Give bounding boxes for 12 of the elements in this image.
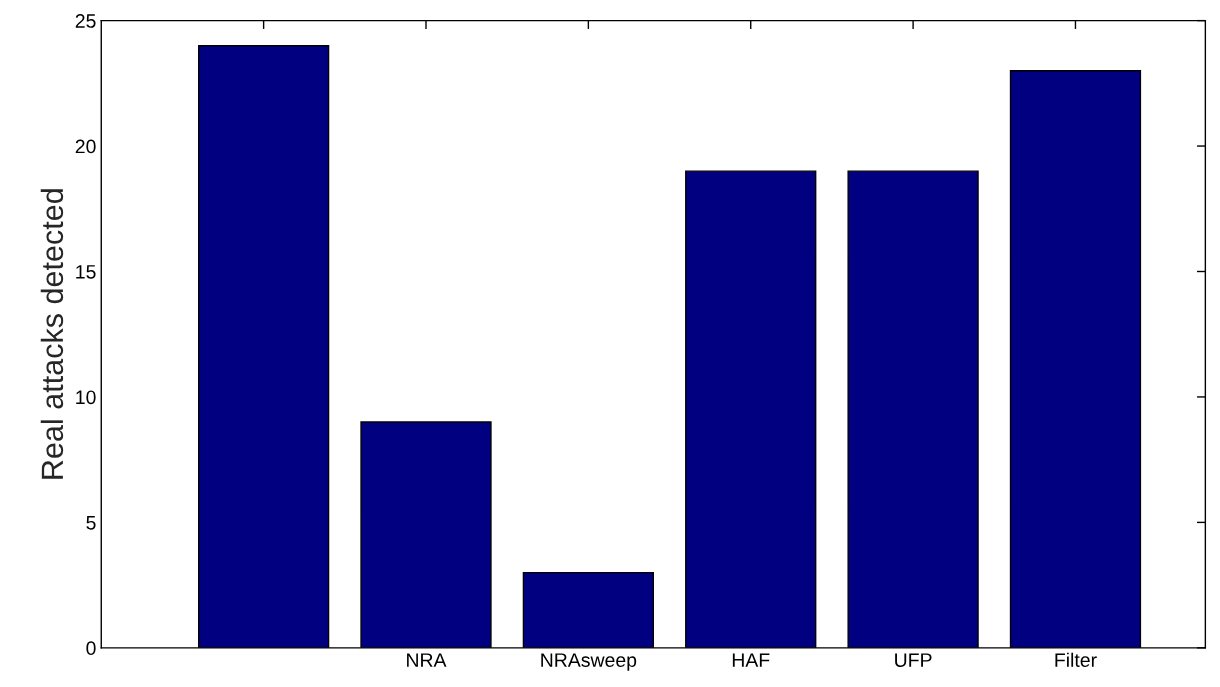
y-tick-label: 20: [75, 139, 96, 154]
y-tick-label: 5: [86, 516, 96, 530]
y-tick-label: 15: [76, 265, 96, 279]
x-tick-label: Filter: [1055, 652, 1097, 667]
y-axis-title: Real attacks detected: [40, 189, 64, 479]
x-tick-label: UFP: [895, 653, 932, 667]
y-tick-label: 0: [86, 641, 96, 656]
x-tick-label: NRAsweep: [541, 653, 637, 671]
y-tick-label: 25: [75, 14, 96, 28]
x-tick-label: HAF: [732, 653, 770, 667]
y-tick-label: 10: [76, 390, 96, 405]
x-tick-label: NRA: [407, 653, 447, 667]
